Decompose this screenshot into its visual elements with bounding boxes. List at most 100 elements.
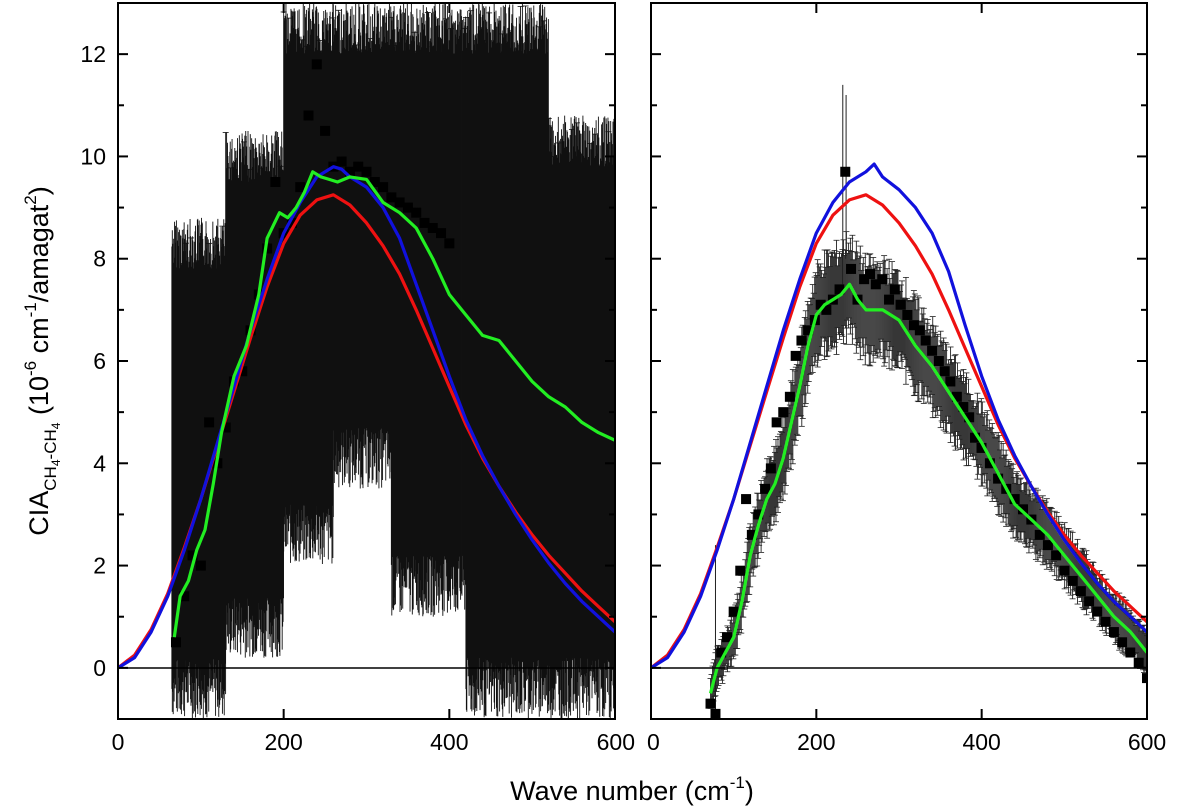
- data-point: [436, 228, 447, 239]
- data-point: [760, 483, 771, 494]
- right-data-points: [705, 166, 1147, 719]
- data-point: [765, 463, 776, 474]
- data-point: [908, 320, 919, 331]
- data-point: [710, 708, 721, 719]
- data-point: [796, 335, 807, 346]
- data-point: [1125, 647, 1136, 658]
- data-point: [865, 269, 876, 280]
- green-series-line: [708, 282, 1147, 694]
- data-point: [951, 391, 962, 402]
- data-point: [1108, 627, 1119, 638]
- x-tick-label: 0: [112, 729, 125, 755]
- data-point: [778, 407, 789, 418]
- data-point: [419, 217, 430, 228]
- x-tick-label: 200: [797, 729, 835, 755]
- right-panel: 0 200 400 600: [647, 2, 1166, 755]
- data-point: [741, 494, 752, 505]
- blue-series-line: [118, 165, 615, 670]
- data-point: [1092, 606, 1103, 617]
- data-point: [394, 197, 405, 208]
- data-point: [444, 238, 455, 249]
- data-point: [735, 565, 746, 576]
- data-point: [728, 606, 739, 617]
- data-point: [1133, 657, 1144, 668]
- x-tick-label: 600: [597, 729, 635, 755]
- data-point: [939, 366, 950, 377]
- data-point: [1051, 550, 1062, 561]
- data-point: [286, 217, 297, 228]
- data-point: [336, 156, 347, 167]
- x-tick-label: 200: [264, 729, 302, 755]
- data-point: [771, 417, 782, 428]
- y-tick-label: 0: [93, 655, 106, 681]
- data-point: [1059, 565, 1070, 576]
- data-point: [1100, 616, 1111, 627]
- y-tick-label: 8: [93, 246, 106, 272]
- y-tick-label: 2: [93, 553, 106, 579]
- x-tick-label: 400: [962, 729, 1000, 755]
- data-point: [884, 294, 895, 305]
- data-point: [705, 698, 716, 709]
- data-point: [361, 166, 372, 177]
- data-point: [1034, 529, 1045, 540]
- data-point: [834, 284, 845, 295]
- data-point: [914, 325, 925, 336]
- data-point: [220, 422, 231, 433]
- data-point: [195, 560, 206, 571]
- x-tick-label: 400: [430, 729, 468, 755]
- y-tick-label: 6: [93, 348, 106, 374]
- data-point: [353, 161, 364, 172]
- data-point: [958, 402, 969, 413]
- data-point: [803, 325, 814, 336]
- data-point: [270, 177, 281, 187]
- data-point: [1018, 504, 1028, 515]
- data-point: [895, 299, 906, 310]
- data-point: [386, 192, 397, 203]
- data-point: [311, 59, 322, 70]
- green-series-line: [172, 170, 615, 638]
- data-point: [411, 207, 422, 218]
- y-tick-label: 10: [80, 143, 106, 169]
- left-error-bars: [171, 3, 615, 719]
- data-point: [1067, 575, 1078, 586]
- data-point: [746, 529, 757, 540]
- x-tick-label: 0: [647, 729, 660, 755]
- data-point: [902, 309, 913, 320]
- data-point: [920, 335, 931, 346]
- data-point: [1117, 637, 1128, 648]
- data-point: [402, 202, 413, 213]
- data-point: [716, 647, 727, 658]
- data-point: [753, 509, 764, 520]
- y-axis-title: CIACH4-CH4 (10-6 cm-1/amagat2): [21, 186, 63, 535]
- left-model-curves: [118, 165, 615, 670]
- data-point: [877, 274, 888, 285]
- data-point: [859, 274, 870, 285]
- data-point: [790, 350, 801, 361]
- data-point: [964, 412, 975, 423]
- data-point: [378, 182, 389, 193]
- data-point: [984, 458, 995, 469]
- data-point: [303, 110, 314, 121]
- data-point: [933, 356, 944, 366]
- data-point: [784, 391, 795, 402]
- data-point: [237, 366, 248, 377]
- data-point: [993, 473, 1004, 484]
- data-point: [320, 125, 331, 136]
- data-point: [821, 304, 832, 315]
- data-point: [187, 550, 198, 561]
- blue-series-line: [651, 162, 1147, 670]
- data-point: [204, 417, 215, 428]
- x-tick-label: 600: [1128, 729, 1166, 755]
- data-point: [815, 299, 826, 310]
- data-point: [846, 263, 857, 274]
- data-point: [295, 182, 306, 193]
- data-point: [927, 345, 938, 356]
- data-point: [179, 591, 190, 602]
- data-point: [870, 279, 881, 290]
- right-model-curves: [651, 162, 1147, 694]
- y-tick-label: 12: [80, 41, 106, 67]
- data-point: [722, 632, 733, 643]
- data-point: [945, 376, 956, 387]
- data-point: [1142, 673, 1147, 684]
